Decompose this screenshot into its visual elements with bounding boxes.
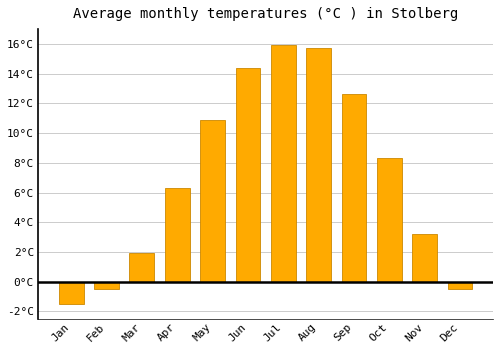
Title: Average monthly temperatures (°C ) in Stolberg: Average monthly temperatures (°C ) in St…: [73, 7, 458, 21]
Bar: [130, 253, 154, 282]
Bar: [200, 120, 225, 282]
Bar: [448, 282, 472, 289]
Bar: [377, 158, 402, 282]
Bar: [236, 68, 260, 282]
Bar: [306, 48, 331, 282]
Bar: [412, 234, 437, 282]
Bar: [94, 282, 119, 289]
Bar: [342, 94, 366, 282]
Bar: [271, 46, 295, 282]
Bar: [165, 188, 190, 282]
Bar: [59, 282, 84, 304]
